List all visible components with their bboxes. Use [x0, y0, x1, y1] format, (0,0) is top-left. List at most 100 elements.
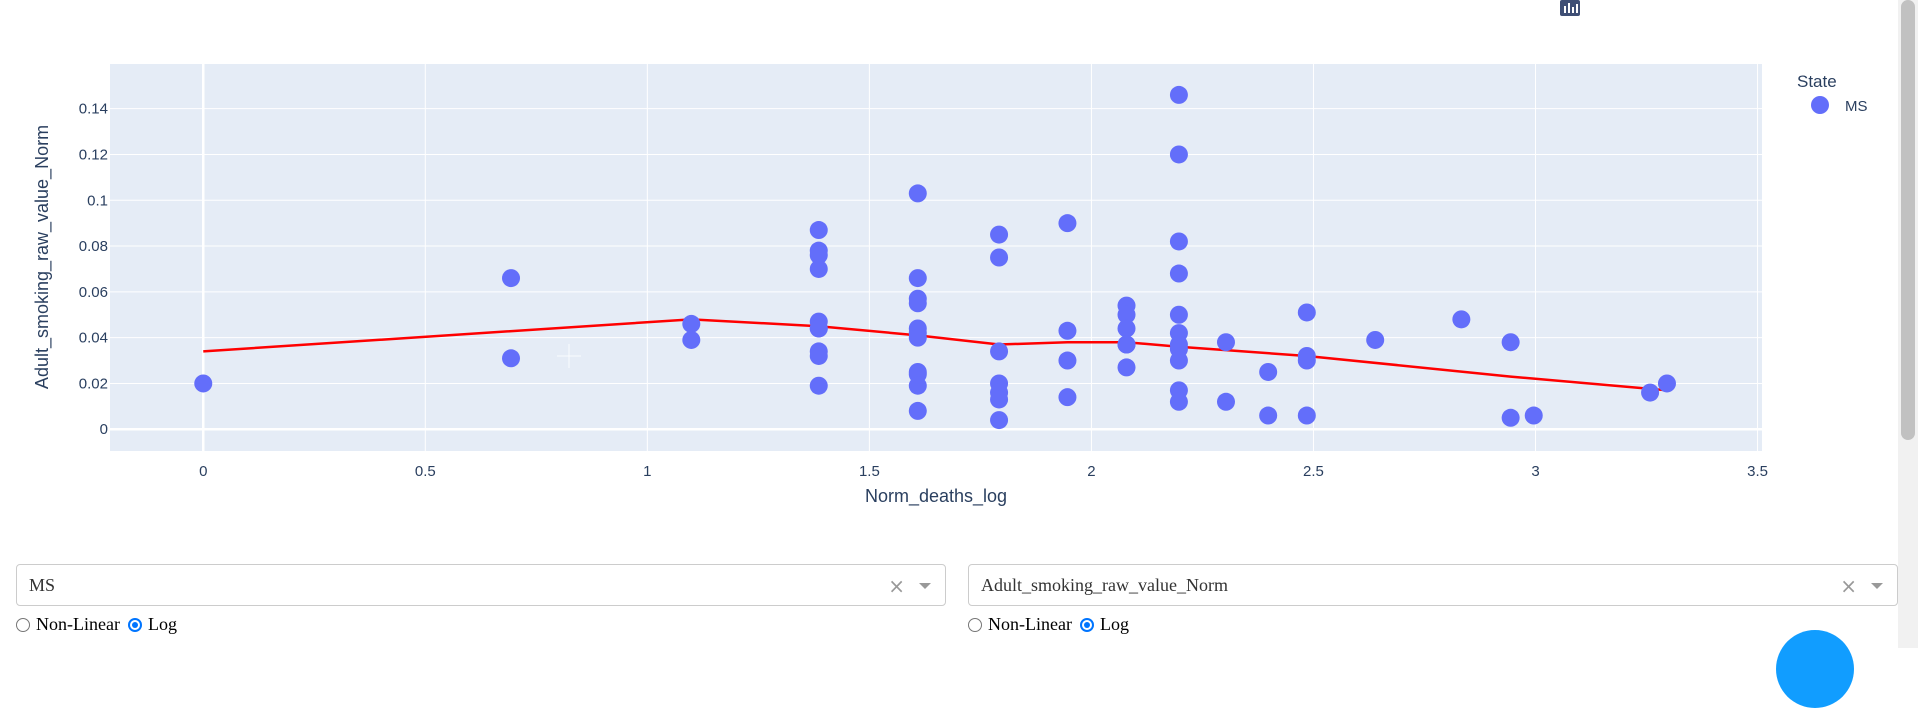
scatter-point[interactable] — [908, 328, 927, 347]
scatter-point[interactable] — [1169, 232, 1188, 251]
scatter-point[interactable] — [990, 225, 1009, 244]
scatter-point[interactable] — [908, 184, 927, 203]
scatter-point[interactable] — [809, 259, 828, 278]
chevron-down-icon[interactable] — [1871, 583, 1883, 589]
scatter-point[interactable] — [1657, 374, 1676, 393]
scatter-point[interactable] — [1641, 383, 1660, 402]
scatter-point[interactable] — [1117, 305, 1136, 324]
scatter-point[interactable] — [1259, 362, 1278, 381]
scatter-point[interactable] — [1169, 85, 1188, 104]
radio-nonlinear-label[interactable]: Non-Linear — [36, 614, 120, 634]
scatter-point[interactable] — [1216, 392, 1235, 411]
zoom-in-icon[interactable] — [1562, 0, 1742, 15]
scatter-point[interactable] — [1297, 303, 1316, 322]
scatter-point[interactable] — [1058, 351, 1077, 370]
scatter-point[interactable] — [1169, 145, 1188, 164]
scatter-point[interactable] — [908, 376, 927, 395]
scatter-points[interactable] — [194, 85, 1676, 430]
scatter-point[interactable] — [809, 319, 828, 338]
scatter-point[interactable] — [1297, 406, 1316, 425]
scatter-point[interactable] — [1117, 335, 1136, 354]
scatter-point[interactable] — [194, 374, 213, 393]
chevron-down-icon[interactable] — [919, 583, 931, 589]
zoom-icon[interactable] — [1561, 0, 1606, 15]
scatter-point[interactable] — [990, 411, 1009, 430]
scatter-point[interactable] — [990, 248, 1009, 267]
scatter-point[interactable] — [1259, 406, 1278, 425]
scatter-point[interactable] — [990, 342, 1009, 361]
scatter-point[interactable] — [1058, 388, 1077, 407]
scatter-point[interactable] — [502, 269, 521, 288]
chart-svg[interactable]: 0 0.5 1 1.5 2 2.5 3 3.5 0 0.02 0.04 0.06 0.08 0.1 0.1… — [0, 0, 1918, 520]
legend-item-ms[interactable]: MS — [1845, 98, 1868, 115]
scatter-point[interactable] — [1524, 406, 1543, 425]
scatter-point[interactable] — [1297, 351, 1316, 370]
scatter-point[interactable] — [809, 346, 828, 365]
radio-log-left[interactable] — [127, 617, 142, 632]
pan-icon[interactable] — [1562, 0, 1634, 15]
scatter-point[interactable] — [502, 349, 521, 368]
radio-log-label[interactable]: Log — [1099, 614, 1129, 634]
scatter-point[interactable] — [1058, 321, 1077, 340]
scatter-chart[interactable]: 0 0.5 1 1.5 2 2.5 3 3.5 0 0.02 0.04 0.06 0.08 0.1 0.1… — [0, 0, 1918, 520]
scatter-point[interactable] — [809, 376, 828, 395]
radio-nonlinear-label[interactable]: Non-Linear — [988, 614, 1072, 634]
scatter-point[interactable] — [1117, 319, 1136, 338]
radio-nonlinear-left[interactable] — [16, 617, 30, 632]
scatter-point[interactable] — [1366, 330, 1385, 349]
trend-line — [203, 318, 1668, 392]
scatter-point[interactable] — [1169, 305, 1188, 324]
scatter-point[interactable] — [1169, 351, 1188, 370]
x-tick-label: 3.5 — [1747, 463, 1768, 480]
y-tick-label: 0.08 — [79, 238, 108, 255]
scatter-point[interactable] — [908, 269, 927, 288]
clear-icon[interactable]: × — [888, 574, 905, 598]
x-tick-label: 3 — [1531, 463, 1539, 480]
scatter-point[interactable] — [1169, 264, 1188, 283]
zoom-out-icon[interactable] — [1562, 0, 1770, 15]
scatter-point[interactable] — [809, 246, 828, 265]
scatter-point[interactable] — [1501, 333, 1520, 352]
scatter-point[interactable] — [1058, 214, 1077, 233]
legend-marker[interactable] — [1811, 96, 1829, 114]
x-tick-label: 2 — [1087, 463, 1095, 480]
state-dropdown-value: MS — [29, 574, 56, 595]
y-tick-label: 0.14 — [79, 101, 108, 118]
x-tick-labels: 0 0.5 1 1.5 2 2.5 3 3.5 — [199, 463, 1768, 480]
x-tick-label: 0.5 — [415, 463, 436, 480]
plot-area[interactable] — [110, 64, 1762, 451]
scrollbar-thumb[interactable] — [1901, 0, 1915, 440]
scatter-point[interactable] — [682, 330, 701, 349]
plotly-logo-icon[interactable] — [1560, 0, 1856, 16]
y-tick-label: 0.04 — [79, 330, 108, 347]
scatter-point[interactable] — [809, 221, 828, 240]
autoscale-icon[interactable] — [1561, 0, 1798, 15]
scatter-point[interactable] — [908, 294, 927, 313]
state-dropdown[interactable]: MS × — [16, 564, 946, 606]
lasso-icon[interactable] — [1561, 0, 1690, 15]
scatter-point[interactable] — [1169, 392, 1188, 411]
y-tick-label: 0.06 — [79, 284, 108, 301]
x-tick-label: 0 — [199, 463, 207, 480]
floating-action-button[interactable] — [1776, 630, 1854, 708]
radio-log-right[interactable] — [1079, 617, 1094, 632]
scatter-point[interactable] — [908, 401, 927, 420]
y-axis-title: Adult_smoking_raw_value_Norm — [32, 125, 53, 389]
modebar — [1560, 0, 1856, 16]
y-tick-label: 0.1 — [87, 192, 108, 209]
radio-nonlinear-right[interactable] — [968, 617, 982, 632]
variable-dropdown-value: Adult_smoking_raw_value_Norm — [981, 574, 1228, 595]
scatter-point[interactable] — [1452, 310, 1471, 329]
scatter-point[interactable] — [1501, 408, 1520, 427]
radio-log-label[interactable]: Log — [147, 614, 177, 634]
scatter-point[interactable] — [990, 390, 1009, 409]
box-select-icon[interactable] — [1561, 0, 1662, 15]
reset-axes-icon[interactable] — [1561, 0, 1826, 15]
page-scrollbar[interactable] — [1898, 0, 1918, 648]
clear-icon[interactable]: × — [1840, 574, 1857, 598]
scatter-point[interactable] — [1216, 333, 1235, 352]
scatter-point[interactable] — [1117, 358, 1136, 377]
variable-dropdown[interactable]: Adult_smoking_raw_value_Norm × — [968, 564, 1898, 606]
scale-radio-group-left: Non-Linear Log — [16, 614, 946, 635]
scatter-point[interactable] — [682, 314, 701, 333]
